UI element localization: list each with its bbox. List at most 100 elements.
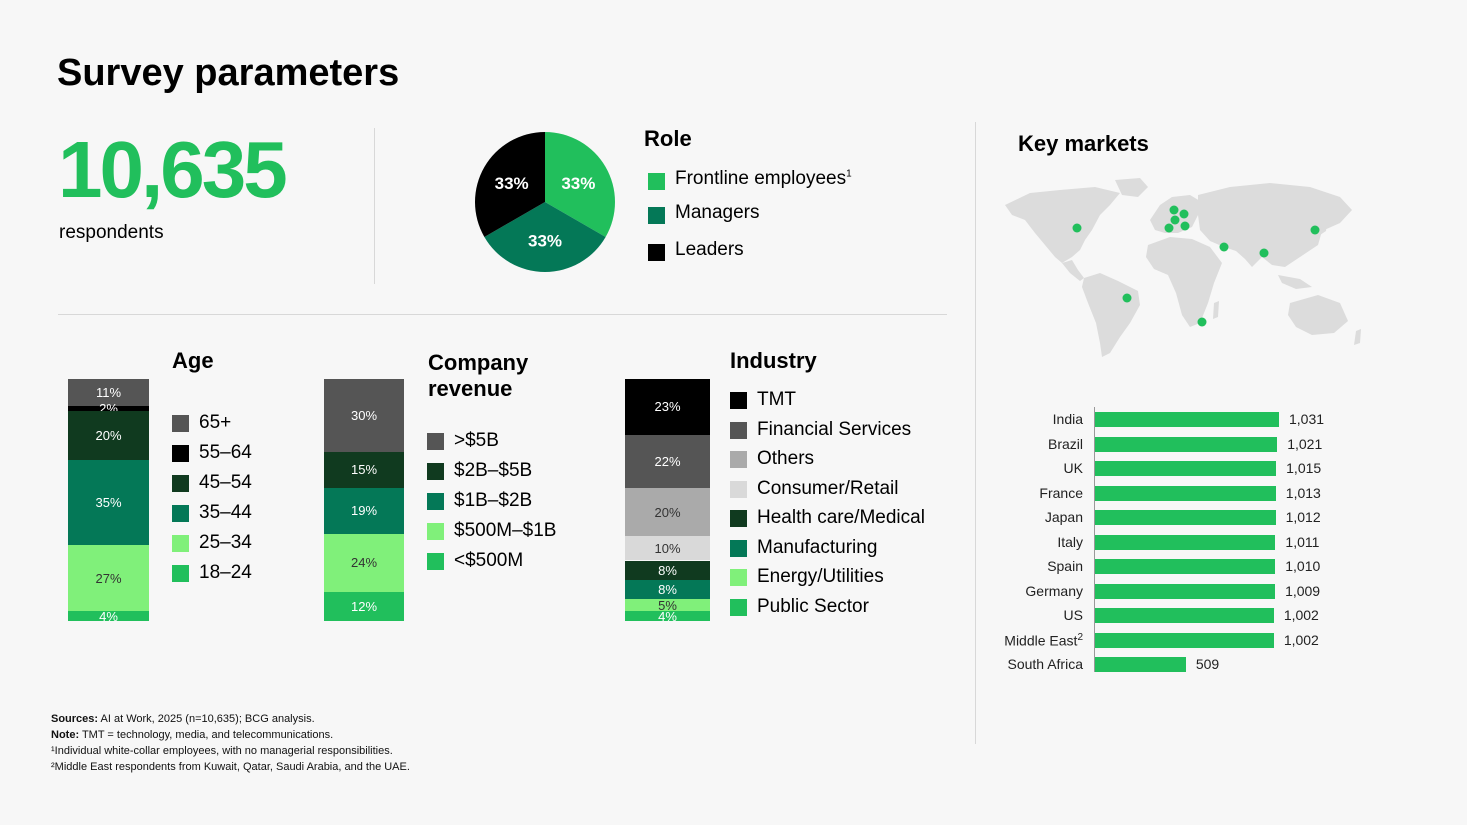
industry-segment: 23% [625, 379, 710, 435]
industry-legend-label: Health care/Medical [757, 507, 925, 528]
marker-france [1170, 215, 1180, 225]
revenue-legend-swatch [427, 553, 444, 570]
age-legend-swatch [172, 415, 189, 432]
divider-vertical-left [374, 128, 375, 284]
revenue-segment-label: 15% [350, 462, 378, 478]
age-legend-swatch [172, 445, 189, 462]
industry-legend-swatch [730, 598, 747, 616]
industry-legend-swatch [730, 421, 747, 439]
age-legend-label: 45–54 [199, 472, 252, 493]
market-bar [1095, 461, 1277, 476]
marker-us [1072, 223, 1082, 233]
market-bar [1095, 534, 1276, 550]
market-value: 1,011 [1285, 533, 1320, 550]
revenue-segment-label: 30% [350, 407, 378, 423]
footnote-1: ¹Individual white-collar employees, with… [51, 745, 393, 757]
role-legend-swatch [648, 244, 665, 261]
market-name: Japan [1044, 509, 1083, 525]
age-segment-label: 27% [95, 570, 122, 586]
role-legend-label: Managers [675, 202, 760, 223]
age-legend: 65+ 55–64 45–54 35–44 25–34 18–24 [172, 412, 292, 590]
market-name: Italy [1057, 533, 1083, 550]
industry-legend-label: Financial Services [757, 418, 912, 440]
marker-uk [1169, 205, 1179, 215]
market-value: 1,021 [1287, 435, 1323, 452]
role-slice-2 [475, 132, 545, 237]
revenue-title-line1: Company [428, 350, 529, 375]
market-value: 1,009 [1285, 582, 1321, 599]
industry-legend-label: Manufacturing [757, 536, 878, 558]
industry-segment: 10% [625, 536, 710, 561]
key-markets-title: Key markets [1018, 131, 1149, 156]
revenue-segment: 19% [324, 487, 404, 534]
revenue-legend-swatch [427, 523, 444, 540]
revenue-segment-label: 19% [350, 503, 378, 519]
industry-segment-label: 22% [654, 453, 681, 469]
age-legend-swatch [172, 475, 189, 492]
revenue-segment: 15% [324, 451, 404, 488]
market-name: Spain [1047, 558, 1083, 574]
age-segment: 27% [68, 545, 149, 612]
footnote-2: ²Middle East respondents from Kuwait, Qa… [51, 761, 410, 773]
age-segment: 11% [68, 379, 149, 406]
role-legend-label: Leaders [675, 239, 744, 260]
note-label: Note: [51, 729, 80, 741]
market-bar [1095, 436, 1278, 452]
age-legend-label: 18–24 [199, 562, 252, 583]
age-segment: 20% [68, 410, 149, 460]
revenue-legend-label: >$5B [454, 430, 499, 451]
marker-spain [1164, 223, 1174, 233]
industry-legend-label: Consumer/Retail [757, 477, 899, 499]
age-legend-swatch [172, 505, 189, 522]
age-segment-label: 11% [95, 384, 122, 400]
market-name: India [1052, 411, 1083, 427]
respondent-label: respondents [59, 222, 164, 243]
marker-india [1259, 248, 1269, 258]
market-name: Middle East2 [1004, 631, 1083, 649]
industry-legend-swatch [730, 480, 747, 498]
market-value: 509 [1195, 656, 1220, 672]
market-name: South Africa [1007, 656, 1084, 672]
industry-legend-label: TMT [757, 389, 797, 410]
sources-text: AI at Work, 2025 (n=10,635); BCG analysi… [98, 713, 315, 725]
role-slice-0 [545, 132, 615, 237]
industry-segment-label: 5% [658, 597, 677, 613]
industry-segment-label: 23% [654, 399, 681, 415]
revenue-legend-label: $2B–$5B [454, 460, 533, 481]
role-slice-label-2: 33% [495, 174, 529, 193]
age-legend-label: 35–44 [199, 502, 252, 523]
market-value: 1,012 [1285, 509, 1321, 525]
revenue-legend-label: $1B–$2B [454, 490, 533, 511]
age-legend-label: 65+ [199, 412, 232, 433]
age-stacked-bar: 11% 2% 20% 35% 27% 4% [68, 379, 149, 624]
market-value: 1,002 [1283, 631, 1319, 648]
marker-brazil [1122, 293, 1132, 303]
revenue-legend-swatch [427, 493, 444, 510]
marker-germany [1179, 209, 1189, 219]
world-map-landmass [1005, 178, 1361, 357]
respondent-count: 10,635 [58, 125, 288, 214]
market-name: France [1039, 484, 1083, 501]
market-value: 1,031 [1289, 411, 1325, 427]
revenue-legend: >$5B $2B–$5B $1B–$2B $500M–$1B <$500M [427, 430, 587, 578]
footnote-sources: Sources: AI at Work, 2025 (n=10,635); BC… [51, 711, 410, 727]
industry-legend-swatch [730, 510, 747, 527]
role-slice-label-1: 33% [528, 232, 562, 251]
market-bar [1095, 608, 1274, 623]
revenue-segment: 30% [324, 379, 404, 452]
marker-japan [1310, 225, 1320, 235]
market-name: US [1063, 607, 1083, 623]
age-title: Age [172, 348, 214, 373]
page-title: Survey parameters [57, 52, 400, 94]
divider-horizontal [58, 314, 947, 315]
industry-segment-label: 8% [658, 582, 677, 598]
revenue-legend-label: $500M–$1B [454, 520, 557, 541]
age-segment: 35% [68, 459, 149, 546]
age-legend-label: 25–34 [199, 532, 252, 553]
marker-middle-east [1219, 242, 1229, 252]
sources-label: Sources: [51, 713, 99, 725]
revenue-segment-label: 24% [350, 555, 378, 571]
revenue-title: Company revenue [428, 350, 528, 402]
industry-segment: 8% [625, 560, 710, 580]
industry-legend-swatch [730, 539, 747, 557]
